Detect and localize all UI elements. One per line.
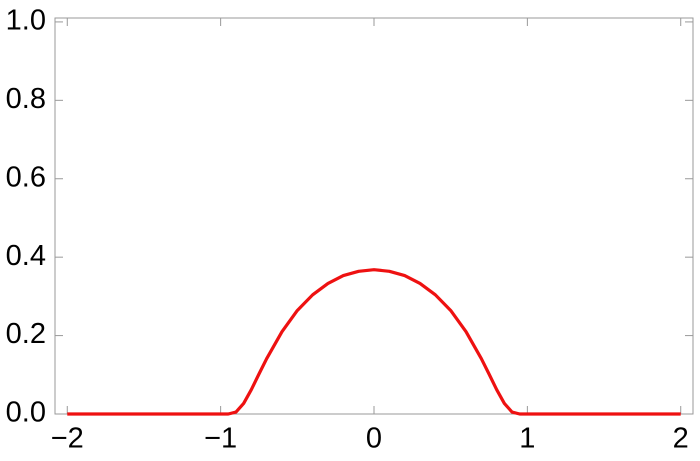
plot-frame bbox=[54, 17, 694, 415]
x-tick-label: 1 bbox=[519, 423, 535, 455]
x-tick-label: −1 bbox=[204, 423, 237, 455]
line-series bbox=[67, 268, 681, 416]
x-tick-label: −2 bbox=[51, 423, 84, 455]
y-tick-label: 0.0 bbox=[6, 397, 46, 429]
y-tick-label: 0.6 bbox=[6, 161, 46, 193]
y-tick-label: 0.8 bbox=[6, 83, 46, 115]
y-tick-label: 1.0 bbox=[6, 5, 46, 37]
x-tick-label: 0 bbox=[366, 423, 382, 455]
y-tick-label: 0.4 bbox=[6, 240, 46, 272]
y-tick-label: 0.2 bbox=[6, 318, 46, 350]
x-tick-label: 2 bbox=[673, 423, 689, 455]
